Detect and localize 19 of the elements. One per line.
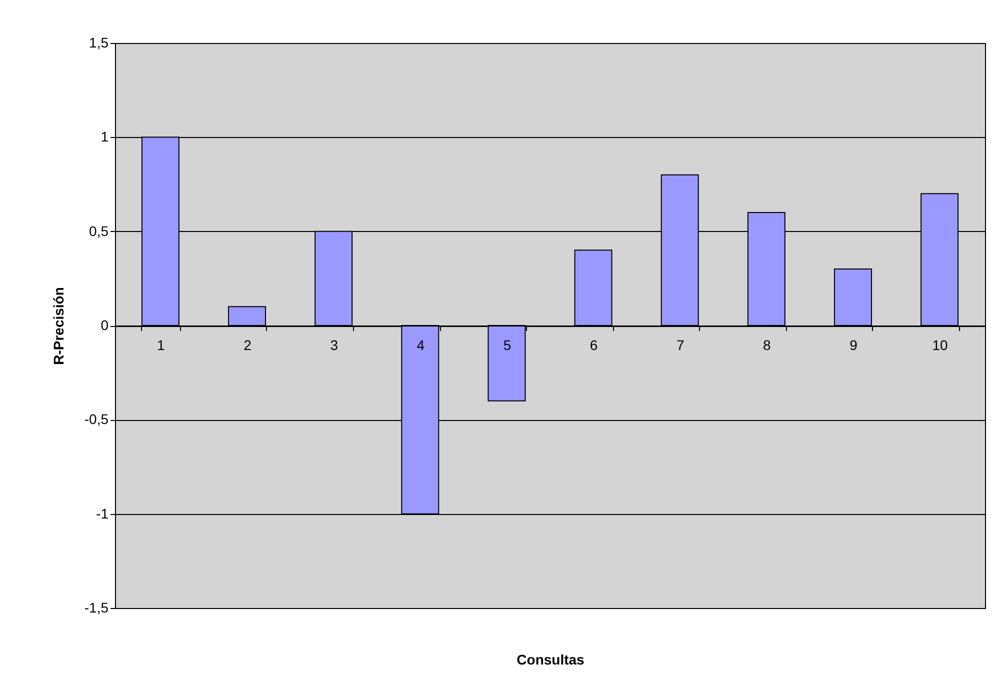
x-tick-label: 9 (850, 337, 858, 353)
y-axis-title: R-Precisión (50, 287, 66, 365)
y-tick-label: 1 (100, 128, 109, 145)
x-tick-label: 7 (676, 337, 684, 353)
y-tick-label: -1,5 (84, 600, 109, 616)
x-tick-label: 10 (932, 337, 948, 353)
y-tick-label: -1 (96, 505, 109, 522)
x-tick-label: 2 (244, 337, 252, 353)
x-tick-label: 5 (503, 337, 512, 353)
x-tick-label: 1 (157, 337, 166, 353)
x-axis-title: Consultas (516, 652, 585, 668)
y-tick-label: 0 (100, 317, 109, 333)
y-tick-label: 1,5 (89, 34, 109, 50)
y-tick-label: 0,5 (89, 222, 109, 239)
x-tick-label: 4 (416, 337, 425, 353)
y-tick-label: -0,5 (84, 411, 109, 428)
x-tick-label: 3 (330, 337, 338, 353)
x-tick-label: 6 (590, 337, 598, 353)
x-tick-label: 8 (763, 337, 772, 353)
